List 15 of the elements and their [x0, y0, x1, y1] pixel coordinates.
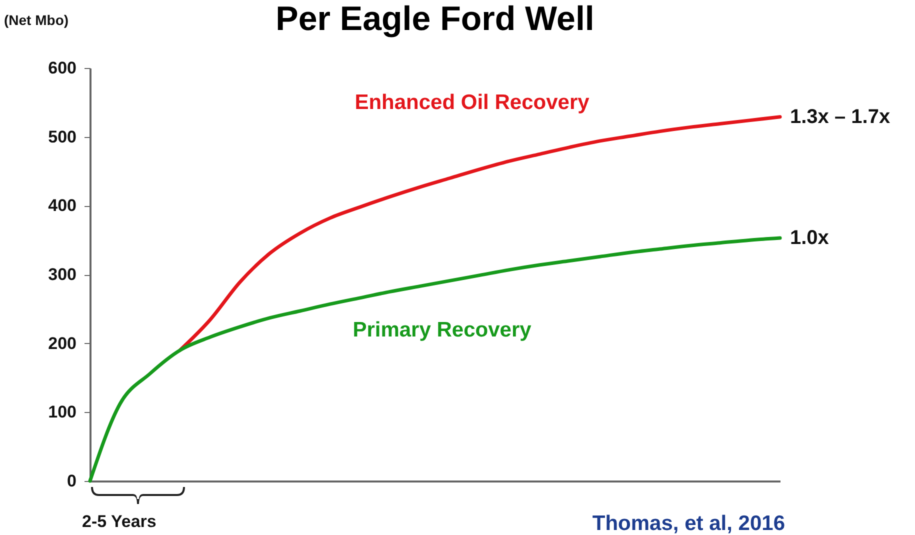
- text: 1.3x – 1.7x: [790, 106, 890, 128]
- y-axis-title: (Net Mbo): [4, 12, 69, 28]
- y-tick-label: 400: [48, 196, 76, 216]
- chart-title: Per Eagle Ford Well: [276, 0, 594, 38]
- text: 1.0x: [790, 227, 829, 250]
- series-label: Primary Recovery: [352, 318, 532, 342]
- y-tick-label: 200: [48, 334, 76, 353]
- text: Thomas, et al, 2016: [592, 512, 785, 535]
- y-tick-label: 600: [48, 58, 76, 78]
- y-tick-label: 0: [67, 472, 76, 490]
- y-tick-label: 300: [48, 265, 76, 284]
- y-tick-label: 500: [48, 127, 76, 146]
- text: 2-5 Years: [82, 512, 156, 532]
- series-label: Enhanced Oil Recovery: [354, 91, 590, 114]
- y-tick-label: 100: [48, 402, 76, 422]
